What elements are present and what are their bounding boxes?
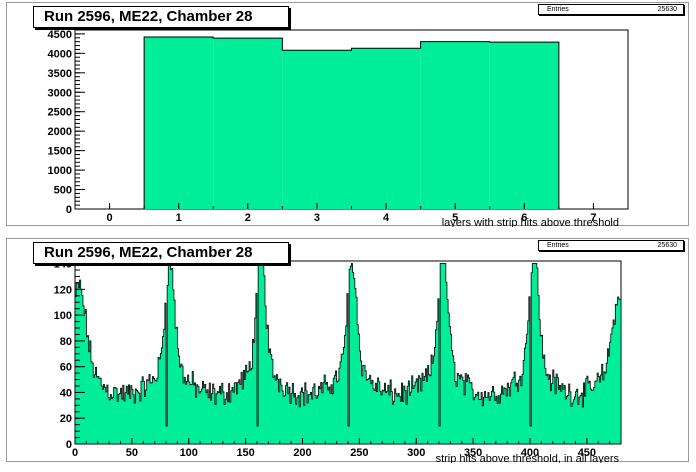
strips-x-tick-label: 400 <box>521 447 539 459</box>
strips-histogram-bars <box>74 263 622 445</box>
strips-x-tick-label: 350 <box>464 447 482 459</box>
layers-chart: 0 1 2 3 4 5 6 7 0 500 1000 1500 2000 2500 3000 3500 4000… <box>48 29 629 227</box>
strips-x-tick-label: 100 <box>180 447 198 459</box>
chart-pad-layers: 0 1 2 3 4 5 6 7 0 500 1000 1500 2000 2500 3000 3500 4000… <box>6 2 689 227</box>
strips-x-axis-label: strip hits above threshold, in all layer… <box>436 453 620 463</box>
layers-bar-5 <box>420 41 490 209</box>
strips-y-tick-label: 120 <box>54 284 72 296</box>
strips-y-tick-label: 100 <box>54 310 72 322</box>
layers-y-tick-label: 3000 <box>48 87 72 99</box>
strips-stats-box: Entries 25630 <box>538 240 684 251</box>
layers-x-tick-label: 6 <box>521 212 527 224</box>
layers-chart-title: Run 2596, ME22, Chamber 28 <box>33 6 289 28</box>
strips-chart-title: Run 2596, ME22, Chamber 28 <box>33 242 289 264</box>
layers-y-tick-label: 4500 <box>48 29 72 41</box>
layers-y-tick-label: 2500 <box>48 107 72 119</box>
layers-x-tick-label: 3 <box>314 212 320 224</box>
strips-x-tick-label: 50 <box>126 447 138 459</box>
layers-stats-box: Entries 25630 <box>538 4 684 15</box>
strips-histogram <box>74 263 622 445</box>
strips-stats-value: 25630 <box>657 242 677 249</box>
strips-x-tick-label: 250 <box>350 447 368 459</box>
layers-y-tick-label: 500 <box>54 185 72 197</box>
strips-y-tick-label: 20 <box>60 413 72 425</box>
layers-stats-value: 25630 <box>657 6 677 13</box>
strips-chart: 0 50 100 150 200 250 300 350 400 450 0 20 40 60 80 100 1… <box>54 259 622 463</box>
strips-ticks: 0 50 100 150 200 250 300 350 400 450 0 20 40 60 80 100 1… <box>54 259 622 459</box>
layers-x-tick-label: 5 <box>452 212 458 224</box>
layers-x-tick-label: 7 <box>590 212 596 224</box>
layers-x-tick-label: 4 <box>383 212 390 224</box>
layers-y-tick-label: 4000 <box>48 48 72 60</box>
layers-x-tick-label: 0 <box>107 212 113 224</box>
strips-x-tick-label: 450 <box>578 447 596 459</box>
layers-x-tick-label: 2 <box>245 212 251 224</box>
layers-y-tick-label: 0 <box>66 204 72 216</box>
strips-y-tick-label: 60 <box>60 362 72 374</box>
layers-bar-1 <box>144 37 214 209</box>
layers-bar-6 <box>489 42 559 209</box>
strips-stats-label: Entries <box>547 242 569 249</box>
layers-y-tick-label: 1500 <box>48 146 72 158</box>
strips-y-tick-label: 80 <box>60 336 72 348</box>
layers-bar-4 <box>351 48 421 210</box>
layers-bar-2 <box>213 38 283 209</box>
layers-y-tick-label: 1000 <box>48 165 72 177</box>
layers-y-tick-label: 3500 <box>48 68 72 80</box>
strips-x-tick-label: 200 <box>293 447 311 459</box>
strips-y-tick-label: 40 <box>60 387 72 399</box>
layers-bars <box>143 36 560 210</box>
layers-stats-label: Entries <box>547 6 569 13</box>
layers-y-tick-label: 2000 <box>48 126 72 138</box>
strips-y-tick-label: 0 <box>66 439 72 451</box>
layers-x-axis-label: layers with strip hits above threshold <box>442 217 619 227</box>
strips-x-tick-label: 150 <box>236 447 254 459</box>
layers-outline <box>143 36 560 209</box>
layers-bar-3 <box>282 50 352 209</box>
chart-pad-strips: 0 50 100 150 200 250 300 350 400 450 0 20 40 60 80 100 1… <box>6 238 689 463</box>
strips-x-tick-label: 300 <box>407 447 425 459</box>
layers-ticks: 0 1 2 3 4 5 6 7 0 500 1000 1500 2000 2500 3000 3500 4000… <box>48 29 629 224</box>
layers-x-tick-label: 1 <box>176 212 182 224</box>
strips-x-tick-label: 0 <box>72 447 78 459</box>
